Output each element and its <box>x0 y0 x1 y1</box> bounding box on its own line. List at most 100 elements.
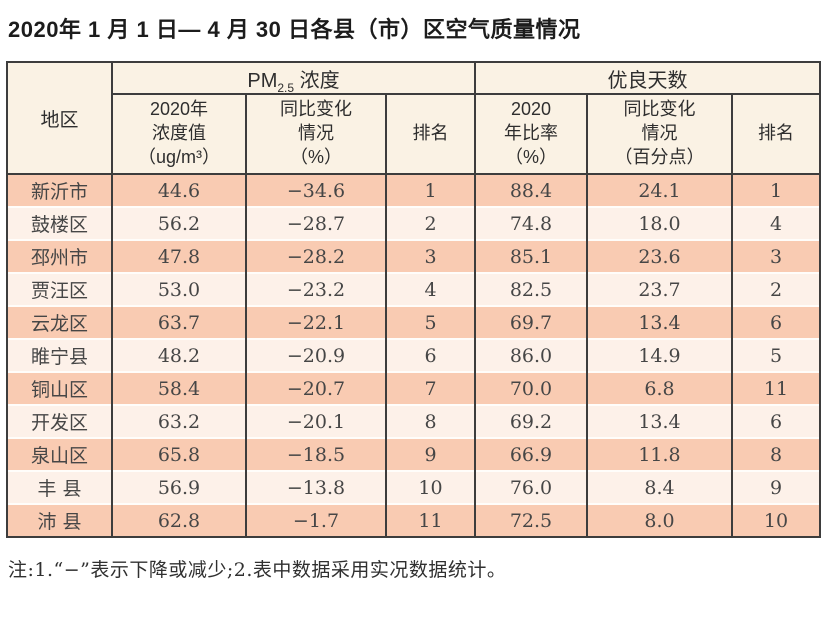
cell-pm-change: −34.6 <box>245 174 387 207</box>
cell-pm-change: −28.2 <box>245 239 387 273</box>
col-header-pm-rank: 排名 <box>385 94 476 175</box>
cell-good-rank: 10 <box>730 503 822 537</box>
cell-pm-rank: 2 <box>385 206 476 240</box>
table-row: 铜山区 58.4 −20.7 7 70.0 6.8 11 <box>6 371 822 405</box>
cell-pm-value: 48.2 <box>111 338 247 372</box>
pm25-suffix: 浓度 <box>294 69 340 92</box>
col-header-good-rate: 2020 年比率 （%） <box>474 94 588 175</box>
footnote: 注:1.“−”表示下降或减少;2.表中数据采用实况数据统计。 <box>8 559 507 581</box>
table-row: 邳州市 47.8 −28.2 3 85.1 23.6 3 <box>6 239 822 273</box>
cell-pm-change: −28.7 <box>245 206 387 240</box>
col-header-pm-value: 2020年 浓度值 （ug/m³） <box>111 94 247 175</box>
cell-good-change: 14.9 <box>586 338 733 372</box>
cell-pm-rank: 11 <box>385 503 476 537</box>
cell-good-rate: 72.5 <box>474 503 588 537</box>
cell-pm-value: 65.8 <box>111 437 247 471</box>
cell-pm-value: 58.4 <box>111 371 247 405</box>
table-row: 丰 县 56.9 −13.8 10 76.0 8.4 9 <box>6 470 822 504</box>
table-row: 泉山区 65.8 −18.5 9 66.9 11.8 8 <box>6 437 822 471</box>
cell-good-rank: 11 <box>730 371 822 405</box>
cell-pm-rank: 7 <box>385 371 476 405</box>
sub-header-row: 2020年 浓度值 （ug/m³） 同比变化 情况 （%） 排名 2020 年比… <box>7 94 822 175</box>
cell-good-change: 24.1 <box>586 174 733 207</box>
table-row: 云龙区 63.7 −22.1 5 69.7 13.4 6 <box>6 305 822 339</box>
cell-pm-change: −20.1 <box>245 404 387 438</box>
cell-good-rate: 86.0 <box>474 338 588 372</box>
table-header: 地区 PM2.5 浓度 优良天数 2020年 浓度值 （ug/m³） 同比变化 … <box>6 62 822 175</box>
cell-pm-rank: 5 <box>385 305 476 339</box>
cell-pm-value: 62.8 <box>111 503 247 537</box>
pm25-subscript: 2.5 <box>277 80 295 95</box>
cell-good-rank: 9 <box>730 470 822 504</box>
pm25-prefix: PM <box>247 69 278 92</box>
cell-good-rank: 4 <box>730 206 822 240</box>
cell-region: 鼓楼区 <box>6 206 113 240</box>
table-body: 新沂市 44.6 −34.6 1 88.4 24.1 1 鼓楼区 56.2 −2… <box>6 174 822 537</box>
col-group-pm25: PM2.5 浓度 <box>111 62 476 95</box>
cell-pm-rank: 4 <box>385 272 476 306</box>
cell-good-rate: 70.0 <box>474 371 588 405</box>
cell-pm-change: −22.1 <box>245 305 387 339</box>
cell-good-change: 18.0 <box>586 206 733 240</box>
cell-good-change: 23.7 <box>586 272 733 306</box>
cell-region: 睢宁县 <box>6 338 113 372</box>
cell-good-rank: 2 <box>730 272 822 306</box>
table-row: 贾汪区 53.0 −23.2 4 82.5 23.7 2 <box>6 272 822 306</box>
cell-region: 铜山区 <box>6 371 113 405</box>
cell-pm-rank: 9 <box>385 437 476 471</box>
cell-good-rate: 69.2 <box>474 404 588 438</box>
cell-pm-rank: 6 <box>385 338 476 372</box>
cell-pm-change: −1.7 <box>245 503 387 537</box>
cell-good-rank: 6 <box>730 404 822 438</box>
cell-good-rank: 5 <box>730 338 822 372</box>
cell-pm-value: 53.0 <box>111 272 247 306</box>
cell-good-rate: 66.9 <box>474 437 588 471</box>
cell-good-change: 13.4 <box>586 404 733 438</box>
cell-good-rate: 88.4 <box>474 174 588 207</box>
cell-good-rate: 74.8 <box>474 206 588 240</box>
cell-pm-rank: 10 <box>385 470 476 504</box>
group-header-row: 地区 PM2.5 浓度 优良天数 <box>6 62 822 175</box>
cell-good-change: 11.8 <box>586 437 733 471</box>
cell-pm-rank: 3 <box>385 239 476 273</box>
cell-region: 泉山区 <box>6 437 113 471</box>
col-group-good-days: 优良天数 <box>473 62 822 95</box>
cell-good-change: 8.0 <box>586 503 733 537</box>
cell-pm-change: −20.9 <box>245 338 387 372</box>
cell-pm-value: 47.8 <box>111 239 247 273</box>
cell-pm-change: −18.5 <box>245 437 387 471</box>
col-header-region: 地区 <box>6 62 113 175</box>
cell-good-rank: 6 <box>730 305 822 339</box>
cell-pm-change: −23.2 <box>245 272 387 306</box>
cell-good-rank: 8 <box>730 437 822 471</box>
cell-pm-value: 63.2 <box>111 404 247 438</box>
cell-pm-value: 63.7 <box>111 305 247 339</box>
cell-pm-value: 44.6 <box>111 174 247 207</box>
table-row: 鼓楼区 56.2 −28.7 2 74.8 18.0 4 <box>6 206 822 240</box>
cell-good-change: 23.6 <box>586 239 733 273</box>
cell-good-rate: 85.1 <box>474 239 588 273</box>
cell-pm-change: −20.7 <box>245 371 387 405</box>
cell-region: 开发区 <box>6 404 113 438</box>
cell-region: 丰 县 <box>6 470 113 504</box>
cell-good-rate: 69.7 <box>474 305 588 339</box>
cell-pm-value: 56.2 <box>111 206 247 240</box>
cell-pm-value: 56.9 <box>111 470 247 504</box>
cell-region: 新沂市 <box>6 174 113 207</box>
cell-good-rank: 1 <box>730 174 822 207</box>
table-row: 睢宁县 48.2 −20.9 6 86.0 14.9 5 <box>6 338 822 372</box>
table-row: 新沂市 44.6 −34.6 1 88.4 24.1 1 <box>6 174 822 207</box>
cell-region: 云龙区 <box>6 305 113 339</box>
cell-good-change: 13.4 <box>586 305 733 339</box>
cell-region: 沛 县 <box>6 503 113 537</box>
col-header-pm-change: 同比变化 情况 （%） <box>245 94 387 175</box>
cell-pm-rank: 1 <box>385 174 476 207</box>
col-header-good-rank: 排名 <box>730 94 822 175</box>
cell-region: 邳州市 <box>6 239 113 273</box>
cell-good-change: 8.4 <box>586 470 733 504</box>
air-quality-table: 地区 PM2.5 浓度 优良天数 2020年 浓度值 （ug/m³） 同比变化 … <box>6 61 822 538</box>
cell-good-rank: 3 <box>730 239 822 273</box>
table-row: 沛 县 62.8 −1.7 11 72.5 8.0 10 <box>6 503 822 537</box>
cell-region: 贾汪区 <box>6 272 113 306</box>
